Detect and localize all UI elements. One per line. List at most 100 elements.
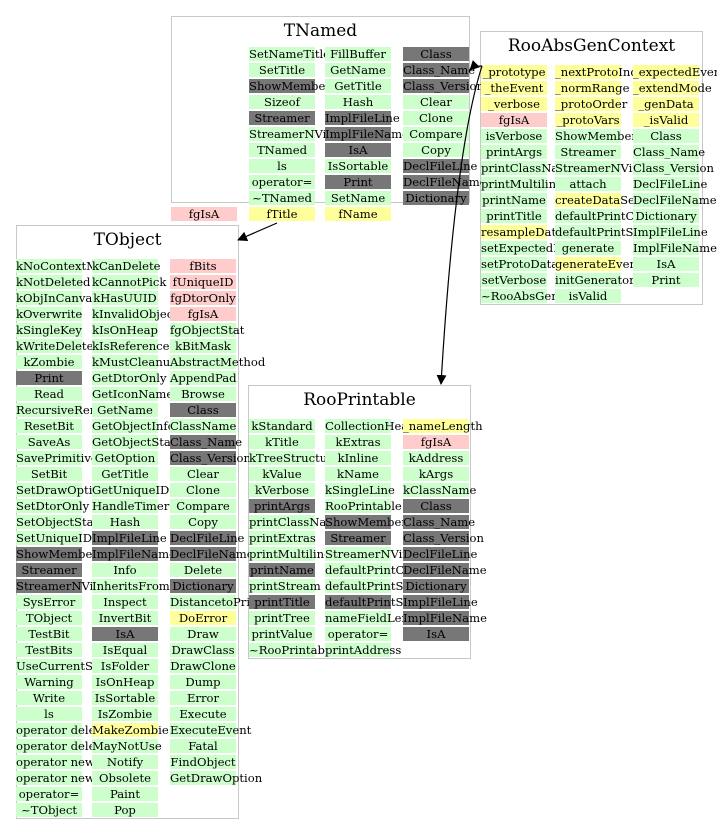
member-implfilename: ImplFileName — [325, 127, 409, 141]
member-gettitle: GetTitle — [92, 467, 158, 481]
member-read: Read — [16, 387, 82, 401]
member-fgisa: fgIsA — [403, 435, 469, 449]
member-execute: Execute — [170, 707, 236, 721]
member-koverwrite: kOverwrite — [16, 307, 83, 321]
member-syserror: SysError — [16, 595, 82, 609]
member-kinline: kInline — [325, 451, 391, 465]
member-copy: Copy — [403, 143, 469, 157]
member-getdtoronly: GetDtorOnly — [92, 371, 167, 385]
class-title: RooPrintable — [303, 390, 416, 410]
member-namelength: _nameLength — [403, 419, 483, 433]
member-getname: GetName — [325, 63, 391, 77]
edge-tnamed-to-tobject — [237, 222, 278, 241]
member-executeevent: ExecuteEvent — [170, 723, 252, 737]
member-printtitle: printTitle — [481, 209, 547, 223]
member-inheritsfrom: InheritsFrom — [92, 579, 170, 593]
member-dictionary: Dictionary — [170, 579, 236, 593]
member-appendpad: AppendPad — [170, 371, 237, 385]
member-class-name: Class_Name — [403, 515, 476, 529]
member-kbitmask: kBitMask — [170, 339, 236, 353]
member-kaddress: kAddress — [403, 451, 469, 465]
member-fname: fName — [325, 207, 391, 221]
member-class-name: Class_Name — [633, 145, 706, 159]
member-issortable: IsSortable — [325, 159, 391, 173]
member-khasuuid: kHasUUID — [92, 291, 158, 305]
member-ls: ls — [249, 159, 315, 173]
member-knotdeleted: kNotDeleted — [16, 275, 91, 289]
member-streamer: Streamer — [555, 145, 621, 159]
member-streamer: Streamer — [16, 563, 82, 577]
member-fgisa: fgIsA — [481, 113, 547, 127]
member-isonheap: IsOnHeap — [92, 675, 158, 689]
member-expectedevents: _expectedEvents — [633, 65, 717, 79]
member-gendata: _genData — [633, 97, 699, 111]
member-getname: GetName — [92, 403, 158, 417]
member-declfilename: DeclFileName — [403, 563, 487, 577]
member-verbose: _verbose — [481, 97, 547, 111]
member-implfileline: ImplFileLine — [92, 531, 167, 545]
member-streamer: Streamer — [325, 531, 391, 545]
member-kname: kName — [325, 467, 391, 481]
member-fatal: Fatal — [170, 739, 236, 753]
member-isvalid: isValid — [555, 289, 621, 303]
member-operator: operator= — [249, 175, 315, 189]
member-declfileline: DeclFileLine — [403, 159, 478, 173]
member-saveas: SaveAs — [16, 435, 82, 449]
member-operator: operator= — [325, 627, 391, 641]
member-printtitle: printTitle — [249, 595, 315, 609]
member-notify: Notify — [92, 755, 158, 769]
member-clear: Clear — [170, 467, 236, 481]
member-fbits: fBits — [170, 259, 236, 273]
member-tnamed: TNamed — [249, 143, 315, 157]
member-class: Class — [403, 47, 469, 61]
member-setdtoronly: SetDtorOnly — [16, 499, 90, 513]
member-resetbit: ResetBit — [16, 419, 82, 433]
member-hash: Hash — [92, 515, 158, 529]
member-resampledata: resampleData — [481, 225, 564, 239]
member-warning: Warning — [16, 675, 82, 689]
member-geticonname: GetIconName — [92, 387, 174, 401]
member-sizeof: Sizeof — [249, 95, 315, 109]
member-setverbose: setVerbose — [481, 273, 547, 287]
member-delete: Delete — [170, 563, 236, 577]
member-class: Class — [403, 499, 469, 513]
member-generateevent: generateEvent — [555, 257, 642, 271]
member-ls: ls — [16, 707, 82, 721]
member-showmembers: ShowMembers — [16, 547, 104, 561]
member-draw: Draw — [170, 627, 236, 641]
member-declfilename: DeclFileName — [170, 547, 254, 561]
member-saveprimitive: SavePrimitive — [16, 451, 98, 465]
member-doerror: DoError — [170, 611, 236, 625]
member-showmembers: ShowMembers — [249, 79, 337, 93]
member-isa: IsA — [325, 143, 391, 157]
member-printmultiline: printMultiline — [249, 547, 331, 561]
member-fgisa: fgIsA — [170, 307, 236, 321]
member-isvalid: _isValid — [633, 113, 699, 127]
member-fgobjectstat: fgObjectStat — [170, 323, 245, 337]
member-error: Error — [170, 691, 236, 705]
member-iszombie: IsZombie — [92, 707, 158, 721]
member-getobjectinfo: GetObjectInfo — [92, 419, 175, 433]
member-extendmode: _extendMode — [633, 81, 712, 95]
member-isfolder: IsFolder — [92, 659, 158, 673]
member-printargs: printArgs — [249, 499, 315, 513]
member-printname: printName — [481, 193, 547, 207]
member-kisreferenced: kIsReferenced — [92, 339, 177, 353]
edge-rooabsgencontext-to-tnamed — [469, 60, 483, 71]
member-implfileline: ImplFileLine — [633, 225, 708, 239]
member-ksingleline: kSingleLine — [325, 483, 395, 497]
member-printmultiline: printMultiline — [481, 177, 563, 191]
member-maynotuse: MayNotUse — [92, 739, 162, 753]
member-getuniqueid: GetUniqueID — [92, 483, 170, 497]
member-paint: Paint — [92, 787, 158, 801]
member-classname: ClassName — [170, 419, 237, 433]
member-isa: IsA — [403, 627, 469, 641]
member-kclassname: kClassName — [403, 483, 477, 497]
member-kcannotpick: kCannotPick — [92, 275, 167, 289]
member-handletimer: HandleTimer — [92, 499, 170, 513]
member-class-name: Class_Name — [170, 435, 243, 449]
member-streamer: Streamer — [249, 111, 315, 125]
member-class-version: Class_Version — [633, 161, 715, 175]
member-getobjectstat: GetObjectStat — [92, 435, 176, 449]
member-dictionary: Dictionary — [403, 191, 469, 205]
